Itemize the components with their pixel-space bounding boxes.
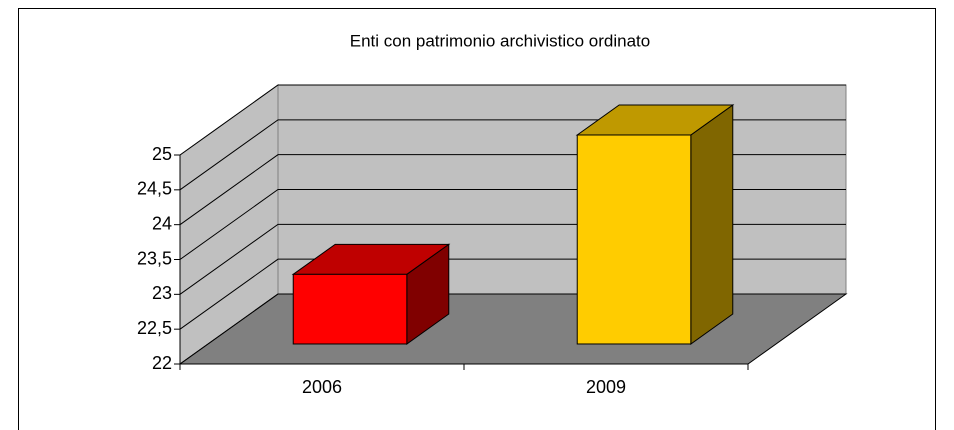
bar-front (292, 273, 408, 345)
floor (178, 293, 848, 365)
y-tick-label: 22 (152, 353, 172, 373)
bar-front (576, 134, 692, 345)
y-tick-label: 24,5 (137, 179, 172, 199)
bar (291, 243, 451, 345)
y-tick-label: 24 (152, 213, 172, 233)
bar (575, 104, 735, 345)
x-tick-label: 2006 (302, 377, 342, 397)
y-tick-label: 25 (152, 144, 172, 164)
y-tick-label: 23,5 (137, 248, 172, 268)
y-tick-label: 22,5 (137, 318, 172, 338)
y-tick-label: 23 (152, 283, 172, 303)
bar-side (690, 104, 734, 345)
chart-title: Enti con patrimonio archivistico ordinat… (350, 31, 650, 50)
grid-line (179, 84, 846, 156)
x-tick-label: 2009 (586, 377, 626, 397)
